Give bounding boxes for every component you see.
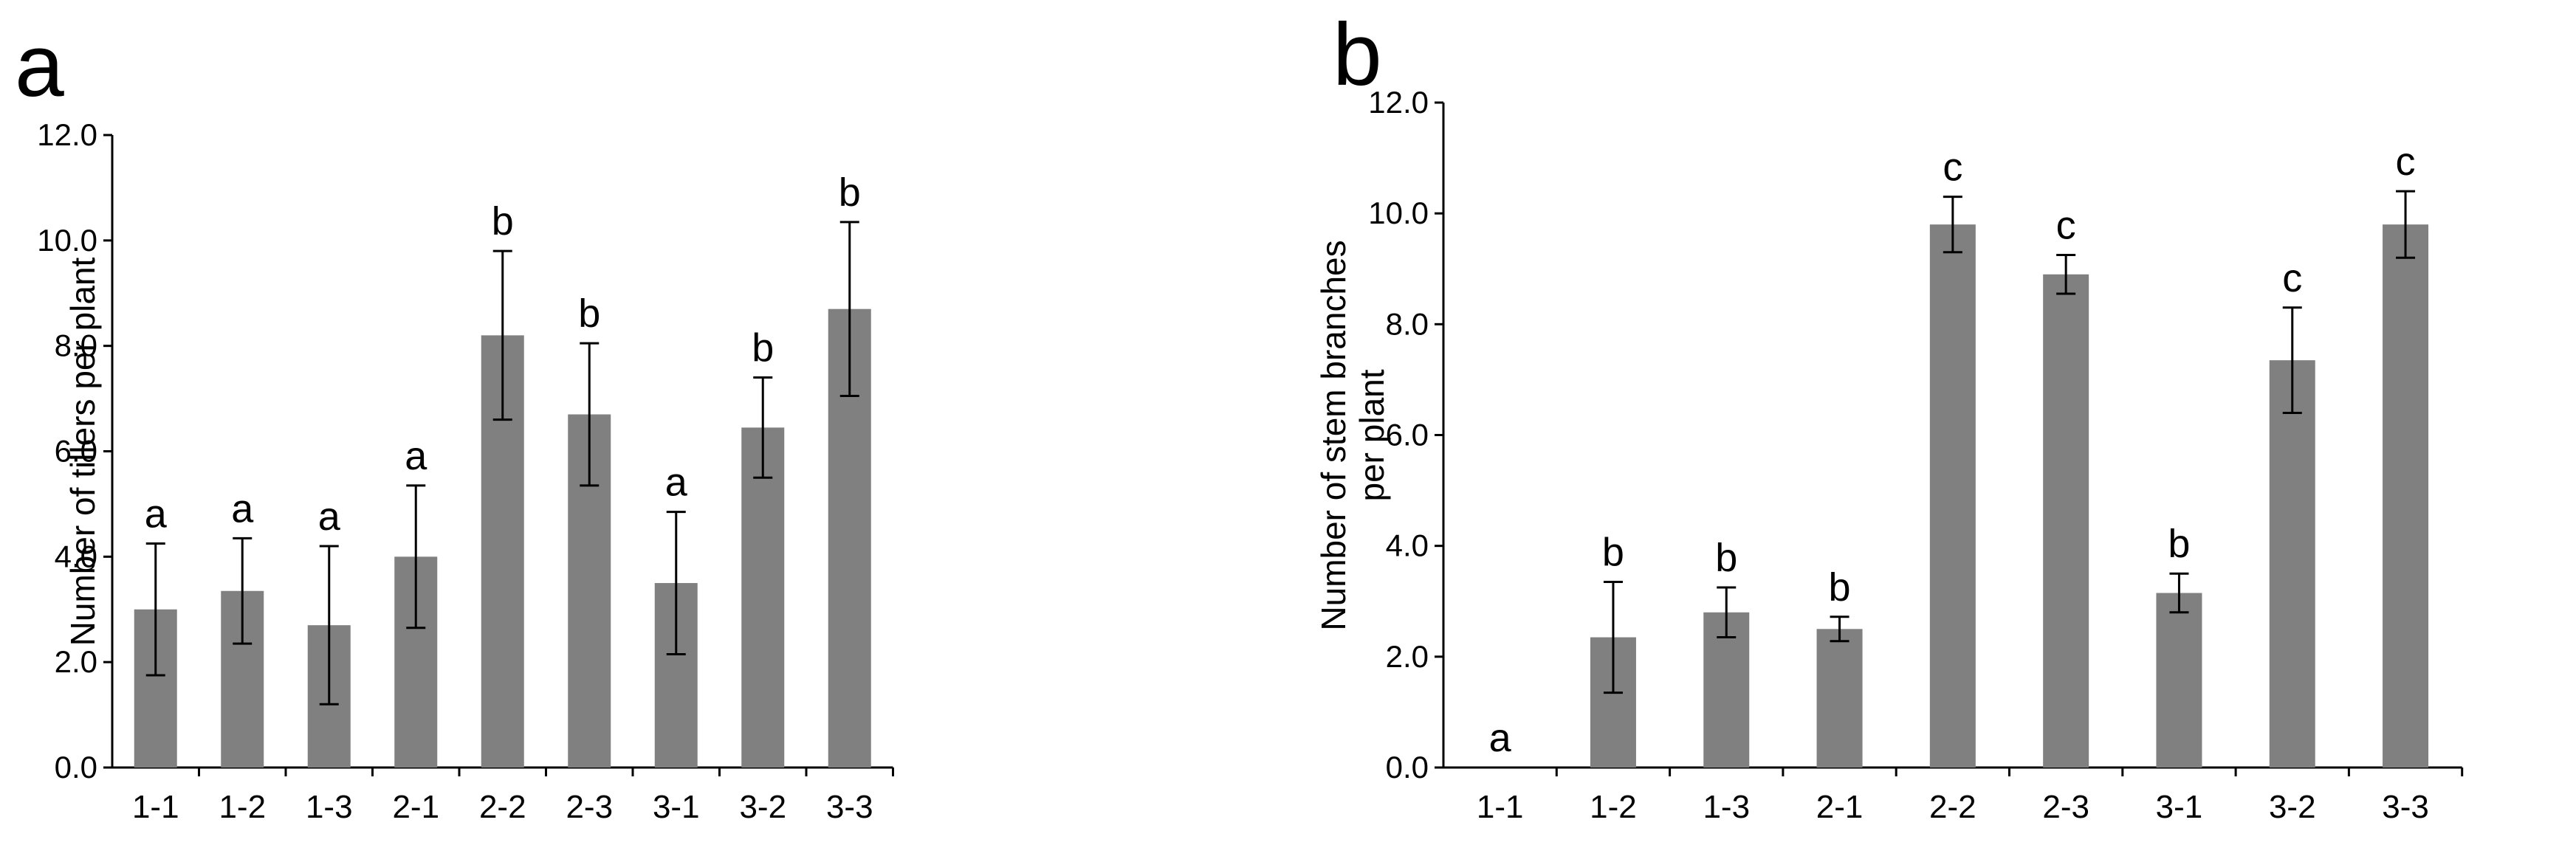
y-tick-label: 10.0: [37, 223, 97, 258]
bar: [1929, 224, 1976, 768]
x-tick-label: 3-1: [653, 789, 700, 825]
significance-letter: c: [2282, 256, 2302, 300]
y-tick-label: 6.0: [1386, 418, 1429, 452]
y-axis-label-line: Number of stem branches: [1314, 240, 1353, 630]
significance-letters: a b b b c c b c c: [1489, 139, 2416, 760]
error-bar: [580, 342, 600, 487]
y-tick-label: 8.0: [1386, 306, 1429, 341]
error-bar: [2169, 572, 2189, 614]
x-tick-label: 1-3: [306, 789, 353, 825]
x-tick-label: 2-3: [2042, 789, 2089, 825]
error-bar: [666, 511, 686, 655]
x-tick-label: 2-3: [566, 789, 613, 825]
bar: [1816, 629, 1863, 768]
error-bar: [233, 537, 253, 645]
bars: [1590, 224, 2429, 768]
significance-letter: a: [231, 486, 254, 531]
significance-letter: a: [145, 492, 168, 536]
significance-letter: b: [1829, 565, 1851, 610]
significance-letter: c: [2056, 203, 2076, 247]
x-tick-label: 1-1: [132, 789, 179, 825]
y-tick-label: 2.0: [55, 644, 97, 679]
y-tick-label: 4.0: [1386, 528, 1429, 563]
significance-letter: a: [405, 434, 427, 478]
significance-letter: b: [492, 199, 514, 244]
x-tick-label: 3-3: [2382, 789, 2429, 825]
error-bar: [1603, 580, 1623, 694]
x-tick-label: 2-2: [1929, 789, 1976, 825]
error-bars: [1603, 190, 2416, 694]
significance-letter: c: [2396, 139, 2416, 184]
error-bar: [753, 376, 773, 479]
y-axis-label: Number of tillers per plant: [63, 257, 102, 646]
significance-letter: c: [1943, 145, 1962, 190]
x-tick-label: 3-2: [2269, 789, 2316, 825]
x-tick-label: 1-3: [1703, 789, 1750, 825]
y-tick-label: 10.0: [1368, 196, 1429, 230]
x-tick-label: 2-1: [392, 789, 439, 825]
x-tick-label: 2-2: [479, 789, 526, 825]
x-tick-label: 3-1: [2156, 789, 2203, 825]
panel-b: b Number of stem branches per plant a b b b c…: [1314, 5, 2464, 825]
x-tick-label: 1-2: [219, 789, 266, 825]
panel-letter: b: [1333, 5, 1382, 104]
y-tick-label: 2.0: [1386, 639, 1429, 674]
significance-letter: b: [752, 326, 774, 370]
x-tick-labels: 1-1 1-2 1-3 2-1 2-2 2-3 3-1 3-2 3-3: [132, 789, 873, 825]
bar: [2269, 360, 2315, 768]
y-axis-label-line: per plant: [1353, 369, 1391, 501]
y-axis-label-line: Number of tillers per plant: [63, 257, 102, 646]
significance-letter: a: [318, 494, 341, 539]
x-tick-label: 1-1: [1477, 789, 1524, 825]
y-tick-label: 0.0: [1386, 750, 1429, 784]
y-tick-label: 12.0: [1368, 85, 1429, 120]
significance-letter: a: [1489, 716, 1512, 760]
error-bar: [1943, 196, 1962, 254]
y-tick-labels: 0.0 2.0 4.0 6.0 8.0 10.0 12.0: [37, 117, 97, 784]
x-tick-label: 1-2: [1590, 789, 1637, 825]
error-bar: [145, 542, 165, 677]
y-tick-labels: 0.0 2.0 4.0 6.0 8.0 10.0 12.0: [1368, 85, 1429, 784]
significance-letter: a: [665, 461, 688, 505]
y-tick-label: 12.0: [37, 117, 97, 152]
error-bar: [492, 249, 512, 421]
significance-letter: b: [578, 292, 600, 336]
significance-letters: a a a a b b a b b: [145, 170, 861, 539]
panel-letter: a: [15, 16, 64, 115]
error-bars: [145, 221, 859, 706]
error-bar: [1717, 586, 1737, 639]
y-tick-label: 8.0: [55, 328, 97, 363]
bar: [741, 427, 785, 768]
x-tick-label: 3-2: [739, 789, 786, 825]
bar: [2156, 593, 2202, 768]
significance-letter: b: [1602, 530, 1624, 574]
x-tick-label: 3-3: [826, 789, 873, 825]
y-tick-label: 4.0: [55, 539, 97, 573]
error-bar: [406, 484, 426, 630]
y-axis-label: Number of stem branches per plant: [1314, 240, 1391, 630]
bar: [2043, 274, 2089, 768]
significance-letter: b: [2168, 522, 2190, 566]
error-bar: [2056, 253, 2076, 295]
bar: [2383, 224, 2429, 768]
x-tick-label: 2-1: [1816, 789, 1864, 825]
bars: [134, 308, 871, 768]
y-tick-label: 6.0: [55, 434, 97, 469]
error-bar: [839, 221, 859, 398]
error-bar: [2396, 190, 2416, 259]
x-tick-labels: 1-1 1-2 1-3 2-1 2-2 2-3 3-1 3-2 3-3: [1477, 789, 2429, 825]
error-bar: [2282, 306, 2302, 414]
y-tick-label: 0.0: [55, 750, 97, 784]
significance-letter: b: [839, 170, 861, 215]
error-bar: [1830, 615, 1849, 643]
panel-a: a Number of tillers per plant a a aabbabb …: [15, 16, 894, 825]
significance-letter: b: [1715, 536, 1737, 580]
error-bar: [319, 545, 339, 706]
